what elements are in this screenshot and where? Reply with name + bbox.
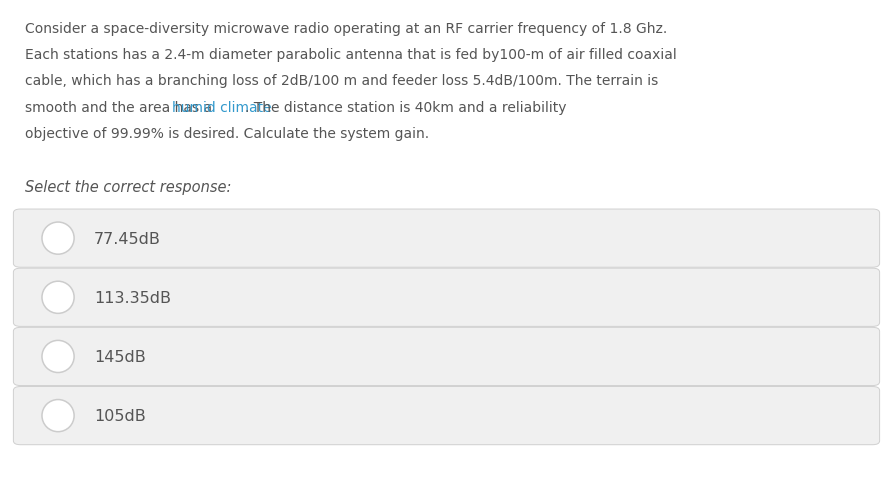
Ellipse shape (42, 223, 74, 255)
Text: objective of 99.99% is desired. Calculate the system gain.: objective of 99.99% is desired. Calculat… (25, 127, 430, 141)
Text: Consider a space-diversity microwave radio operating at an RF carrier frequency : Consider a space-diversity microwave rad… (25, 22, 667, 36)
Text: . The distance station is 40km and a reliability: . The distance station is 40km and a rel… (246, 101, 567, 115)
FancyBboxPatch shape (13, 328, 880, 386)
Ellipse shape (42, 400, 74, 432)
Text: Select the correct response:: Select the correct response: (25, 180, 231, 194)
Text: 145dB: 145dB (94, 349, 146, 364)
Text: 113.35dB: 113.35dB (94, 290, 171, 305)
FancyBboxPatch shape (13, 387, 880, 445)
Text: cable, which has a branching loss of 2dB/100 m and feeder loss 5.4dB/100m. The t: cable, which has a branching loss of 2dB… (25, 74, 658, 88)
Ellipse shape (42, 341, 74, 373)
Text: smooth and the area has a: smooth and the area has a (25, 101, 216, 115)
FancyBboxPatch shape (13, 210, 880, 268)
Text: 77.45dB: 77.45dB (94, 231, 161, 246)
Ellipse shape (42, 282, 74, 314)
Text: 105dB: 105dB (94, 408, 146, 423)
Text: humid climate: humid climate (172, 101, 271, 115)
FancyBboxPatch shape (13, 269, 880, 327)
Text: Each stations has a 2.4-m diameter parabolic antenna that is fed by100-m of air : Each stations has a 2.4-m diameter parab… (25, 48, 677, 62)
